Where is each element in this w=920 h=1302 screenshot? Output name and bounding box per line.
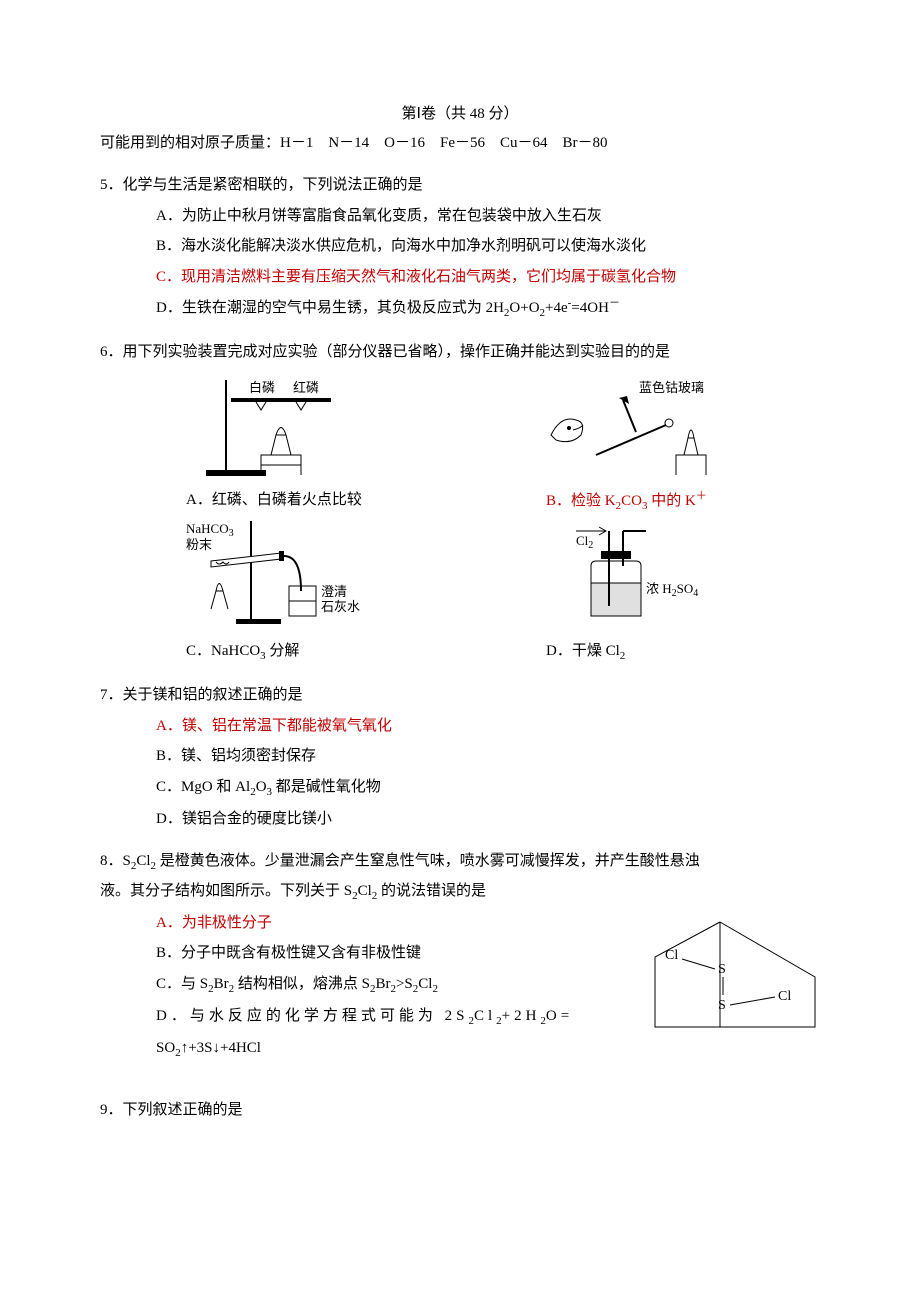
q6-capd-1: D．干燥 Cl xyxy=(546,643,620,659)
question-5: 5．化学与生活是紧密相联的，下列说法正确的是 A．为防止中秋月饼等富脂食品氧化变… xyxy=(100,171,820,324)
q5-d-part2: O+O xyxy=(509,300,539,316)
q8-d-3: +2H xyxy=(502,1008,541,1024)
q5-d-part3: +4e xyxy=(545,300,568,316)
q8-s2a: 液。其分子结构如图所示。下列关于 S xyxy=(100,883,352,899)
q7-c-1: C．MgO 和 Al xyxy=(156,779,250,795)
atomic-masses: 可能用到的相对原子质量：H－1 N－14 O－16 Fe－56 Cu－64 Br… xyxy=(100,129,820,158)
q8-option-a: A．为非极性分子 xyxy=(156,909,620,938)
q8-s2b: Cl xyxy=(358,883,372,899)
q8-d-2: Cl xyxy=(474,1008,496,1024)
q7-number: 7． xyxy=(100,687,123,703)
section-title: 第Ⅰ卷（共 48 分） xyxy=(100,100,820,129)
q6-caption-a: A．红磷、白磷着火点比较 xyxy=(156,486,406,515)
q6-figure-b: 蓝色钴玻璃 B．检验 K2CO3 中的 K＋ xyxy=(516,380,766,517)
q6-figure-row-2: NaHCO3 粉末 澄清 石灰水 C．NaHCO3 分解 xyxy=(156,531,820,667)
q6-figure-row-1: 白磷 红磷 A．红磷、白磷着火点比较 蓝色钴玻璃 xyxy=(156,380,820,517)
q5-d-part1: D．生铁在潮湿的空气中易生锈，其负极反应式为 2H xyxy=(156,300,504,316)
label-powder: 粉末 xyxy=(186,537,212,552)
q6-figure-d: Cl2 浓 H2SO4 D．干燥 Cl2 xyxy=(516,531,766,667)
q8-option-d-line2: SO2↑+3S↓+4HCl xyxy=(156,1034,620,1064)
q5-stem: 化学与生活是紧密相联的，下列说法正确的是 xyxy=(123,177,423,193)
q8-c-3: 结构相似，熔沸点 S xyxy=(234,976,370,992)
q8-option-b: B．分子中既含有极性键又含有非极性键 xyxy=(156,939,620,968)
apparatus-c-icon: NaHCO3 粉末 澄清 石灰水 xyxy=(181,521,381,631)
q8-s1a: S xyxy=(123,853,131,869)
q8-d2-1: SO xyxy=(156,1040,175,1056)
q5-option-a: A．为防止中秋月饼等富脂食品氧化变质，常在包装袋中放入生石灰 xyxy=(156,202,820,231)
label-white-p: 白磷 xyxy=(249,380,275,395)
label-limewater-1: 澄清 xyxy=(321,584,347,599)
question-9: 9．下列叙述正确的是 xyxy=(100,1096,820,1125)
q5-option-c: C．现用清洁燃料主要有压缩天然气和液化石油气两类，它们均属于碳氢化合物 xyxy=(156,263,820,292)
q8-c-1: C．与 S xyxy=(156,976,208,992)
q6-caption-b: B．检验 K2CO3 中的 K＋ xyxy=(516,486,766,517)
atom-cl-2: Cl xyxy=(778,989,791,1004)
apparatus-b-icon: 蓝色钴玻璃 xyxy=(541,380,741,480)
label-limewater-2: 石灰水 xyxy=(321,599,360,614)
q6-capc-2: 分解 xyxy=(266,643,300,659)
q8-stem-line2: 液。其分子结构如图所示。下列关于 S2Cl2 的说法错误的是 xyxy=(100,877,820,907)
question-7: 7．关于镁和铝的叙述正确的是 A．镁、铝在常温下都能被氧气氧化 B．镁、铝均须密… xyxy=(100,681,820,833)
q7-c-3: 都是碱性氧化物 xyxy=(272,779,381,795)
q6-capc-1: C．NaHCO xyxy=(186,643,260,659)
q8-s2c: 的说法错误的是 xyxy=(377,883,486,899)
label-red-p: 红磷 xyxy=(293,380,319,395)
masses-prefix: 可能用到的相对原子质量： xyxy=(100,135,280,151)
apparatus-a-icon: 白磷 红磷 xyxy=(201,380,361,480)
q8-c-4: Br xyxy=(375,976,390,992)
label-h2so4: 浓 H2SO4 xyxy=(646,581,698,599)
q8-c-6: Cl xyxy=(418,976,432,992)
atom-s-1: S xyxy=(718,962,726,977)
label-cl2-in: Cl2 xyxy=(576,533,593,551)
q5-option-d: D．生铁在潮湿的空气中易生锈，其负极反应式为 2H2O+O2+4e-=4OH－ xyxy=(156,293,820,324)
q6-capb-1: B．检验 K xyxy=(546,493,616,509)
apparatus-d-icon: Cl2 浓 H2SO4 xyxy=(561,521,721,631)
q9-stem: 下列叙述正确的是 xyxy=(123,1102,243,1118)
s2cl2-structure-icon: Cl S S Cl xyxy=(650,917,820,1037)
q7-option-b: B．镁、铝均须密封保存 xyxy=(156,742,820,771)
q6-capb-2: CO xyxy=(621,493,642,509)
q9-number: 9． xyxy=(100,1102,123,1118)
masses-values: H－1 N－14 O－16 Fe－56 Cu－64 Br－80 xyxy=(280,135,608,151)
q6-caption-c: C．NaHCO3 分解 xyxy=(156,637,406,667)
q5-d-part4: =4OH xyxy=(571,300,609,316)
q7-stem: 关于镁和铝的叙述正确的是 xyxy=(123,687,303,703)
question-6: 6．用下列实验装置完成对应实验（部分仪器已省略），操作正确并能达到实验目的的是 … xyxy=(100,338,820,667)
q8-d-1: D．与水反应的化学方程式可能为 2S xyxy=(156,1008,468,1024)
q6-capb-3: 中的 K xyxy=(647,493,695,509)
q8-d-4: O= xyxy=(546,1008,573,1024)
q8-option-d: D．与水反应的化学方程式可能为 2S2Cl2+2H2O= xyxy=(156,1002,620,1032)
q8-stem-line1: 8．S2Cl2 是橙黄色液体。少量泄漏会产生窒息性气味，喷水雾可减慢挥发，并产生… xyxy=(100,847,820,877)
q6-number: 6． xyxy=(100,344,123,360)
q8-c-2: Br xyxy=(214,976,229,992)
q6-stem: 用下列实验装置完成对应实验（部分仪器已省略），操作正确并能达到实验目的的是 xyxy=(123,344,671,360)
atom-cl-1: Cl xyxy=(665,948,678,963)
q6-figure-a: 白磷 红磷 A．红磷、白磷着火点比较 xyxy=(156,380,406,517)
atom-s-2: S xyxy=(718,998,726,1013)
question-8: 8．S2Cl2 是橙黄色液体。少量泄漏会产生窒息性气味，喷水雾可减慢挥发，并产生… xyxy=(100,847,820,1065)
q7-option-d: D．镁铝合金的硬度比镁小 xyxy=(156,805,820,834)
q8-d2-2: ↑+3S↓+4HCl xyxy=(181,1040,261,1056)
q7-c-2: O xyxy=(256,779,267,795)
q8-s1b: Cl xyxy=(136,853,150,869)
q8-structure-figure: Cl S S Cl xyxy=(650,917,820,1048)
q7-option-a: A．镁、铝在常温下都能被氧气氧化 xyxy=(156,712,820,741)
q8-number: 8． xyxy=(100,853,123,869)
q8-c-5: >S xyxy=(396,976,413,992)
q5-number: 5． xyxy=(100,177,123,193)
q8-option-c: C．与 S2Br2 结构相似，熔沸点 S2Br2>S2Cl2 xyxy=(156,970,620,1000)
q5-option-b: B．海水淡化能解决淡水供应危机，向海水中加净水剂明矾可以使海水淡化 xyxy=(156,232,820,261)
q6-caption-d: D．干燥 Cl2 xyxy=(516,637,766,667)
q8-s1c: 是橙黄色液体。少量泄漏会产生窒息性气味，喷水雾可减慢挥发，并产生酸性悬浊 xyxy=(156,853,700,869)
label-cobalt-glass: 蓝色钴玻璃 xyxy=(639,380,704,395)
q7-option-c: C．MgO 和 Al2O3 都是碱性氧化物 xyxy=(156,773,820,803)
q6-figure-c: NaHCO3 粉末 澄清 石灰水 C．NaHCO3 分解 xyxy=(156,531,406,667)
